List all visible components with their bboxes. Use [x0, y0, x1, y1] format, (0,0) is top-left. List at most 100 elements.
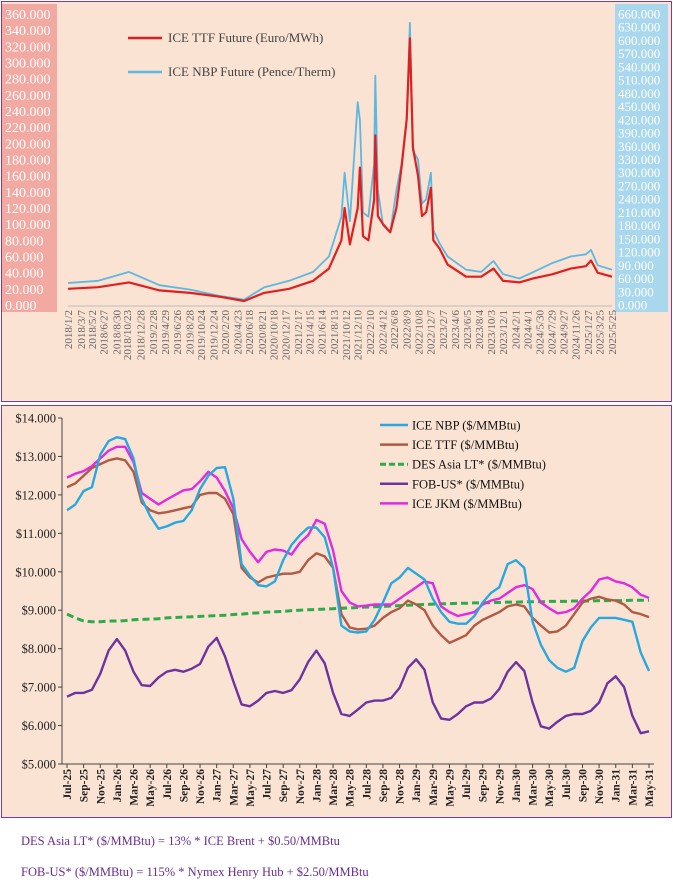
- right-axis-tick-label: 210.000: [618, 205, 660, 220]
- x-axis-tick-label: 2019/4/29: [160, 310, 172, 355]
- x-axis-tick-label: 2020/10/18: [269, 310, 281, 361]
- x-axis-tick-label: 2018/12/28: [136, 310, 148, 361]
- x-axis-tick-label: 2023/4/6: [450, 310, 462, 350]
- x-axis-tick-label: Sep-28: [378, 769, 390, 802]
- x-axis-tick-label: 2020/8/21: [257, 310, 269, 355]
- right-axis-tick-label: 600.000: [618, 33, 660, 48]
- x-axis-tick-label: May-26: [145, 769, 157, 807]
- x-axis-tick-label: Mar-28: [328, 769, 340, 806]
- x-axis-tick-label: 2022/4/12: [378, 310, 390, 355]
- x-axis-tick-label: Jan-31: [611, 769, 623, 802]
- x-axis-tick-label: Jan-26: [112, 769, 124, 802]
- x-axis-tick-label: Nov-25: [95, 769, 107, 804]
- x-axis-tick-label: 2022/12/7: [426, 310, 438, 355]
- x-axis-tick-label: 2018/6/27: [98, 310, 110, 355]
- x-axis-tick-label: Sep-25: [79, 769, 91, 802]
- x-axis-tick-label: Nov-27: [295, 769, 307, 804]
- x-axis-tick-label: Jul-28: [361, 769, 373, 800]
- left-axis-tick-label: 20.000: [5, 283, 44, 298]
- left-axis-tick-label: 200.000: [5, 137, 51, 152]
- x-axis-tick-label: Nov-26: [195, 769, 207, 804]
- x-axis-tick-label: Sep-26: [178, 769, 190, 802]
- right-axis-tick-label: 300.000: [618, 165, 660, 180]
- x-axis-tick-label: Mar-27: [228, 769, 240, 806]
- x-axis-tick-label: May-30: [544, 769, 556, 807]
- left-axis-tick-label: 160.000: [5, 170, 51, 185]
- fob-us-series-line: [66, 636, 650, 735]
- x-axis-tick-label: 2022/6/8: [389, 310, 401, 350]
- x-axis-tick-label: Sep-27: [278, 769, 290, 802]
- x-axis-tick-label: 2022/2/10: [365, 310, 377, 355]
- right-axis-tick-label: 660.000: [618, 7, 660, 22]
- y-axis-tick-label: $13.000: [15, 450, 56, 464]
- left-axis-tick-label: 320.000: [5, 40, 51, 55]
- left-axis-tick-label: 180.000: [5, 154, 51, 169]
- x-axis-tick-label: 2021/10/12: [341, 310, 353, 360]
- x-axis-tick-label: 2024/7/29: [547, 310, 559, 355]
- x-axis-tick-label: Jul-27: [262, 769, 274, 800]
- x-axis-tick-label: Mar-26: [129, 769, 141, 806]
- y-axis-tick-label: $10.000: [15, 565, 56, 579]
- y-axis-tick-label: $9.000: [22, 604, 56, 618]
- x-axis-tick-label: Jan-28: [311, 769, 323, 802]
- x-axis-tick-label: May-29: [444, 769, 456, 807]
- x-axis-tick-label: 2022/10/8: [414, 310, 426, 355]
- right-axis-tick-label: 360.000: [618, 139, 660, 154]
- right-axis-tick-label: 270.000: [618, 178, 660, 193]
- x-axis-tick-label: 2023/8/4: [474, 310, 486, 350]
- y-axis-tick-label: $5.000: [22, 758, 56, 772]
- forward-price-chart: $5.000 $6.000 $7.000 $8.000 $9.000 $10.000 $11…: [1, 405, 672, 818]
- x-axis-tick-label: 2021/4/15: [305, 310, 317, 355]
- right-axis-tick-label: 180.000: [618, 218, 660, 233]
- x-axis-tick-label: 2021/6/14: [317, 310, 329, 355]
- x-axis-tick-label: 2020/12/17: [281, 310, 293, 361]
- right-axis-tick-label: 480.000: [618, 86, 660, 101]
- x-axis-tick-label: 2024/5/30: [534, 310, 546, 355]
- x-axis-tick-label: 2020/6/18: [244, 310, 256, 355]
- ttf-series-line: [66, 457, 650, 645]
- x-axis-tick-label: Nov-28: [395, 769, 407, 804]
- x-axis-tick-label: 2023/12/1: [498, 310, 510, 355]
- x-axis-tick-label: Nov-30: [594, 769, 606, 804]
- x-axis-tick-label: 2021/12/10: [353, 310, 365, 361]
- left-axis-tick-label: 100.000: [5, 218, 51, 233]
- x-axis-tick-label: 2020/2/20: [220, 310, 232, 355]
- left-axis-tick-label: 240.000: [5, 105, 51, 120]
- left-axis-tick-label: 300.000: [5, 57, 51, 72]
- right-axis-tick-label: 420.000: [618, 112, 660, 127]
- legend-des-asia-label: DES Asia LT* ($/MMBtu): [412, 458, 546, 472]
- jkm-series-line: [66, 445, 650, 618]
- futures-chart-svg: 0.00020.00040.00060.00080.000100.000120.…: [2, 4, 668, 361]
- y-axis-tick-label: $12.000: [15, 488, 56, 502]
- left-axis-tick-label: 280.000: [5, 73, 51, 88]
- x-axis-tick-label: 2019/2/28: [148, 310, 160, 355]
- x-axis-tick-label: Jul-25: [62, 769, 74, 800]
- x-axis-tick-label: 2019/6/26: [172, 310, 184, 355]
- left-axis-tick-label: 260.000: [5, 89, 51, 104]
- right-axis-tick-label: 60.000: [618, 271, 654, 286]
- des-asia-series-line: [66, 598, 649, 624]
- legend-fob-us-label: FOB-US* ($/MMBtu): [412, 477, 524, 491]
- x-axis-tick-label: Jul-29: [461, 769, 473, 800]
- left-axis-tick-label: 80.000: [5, 234, 44, 249]
- right-axis-tick-label: 540.000: [618, 59, 660, 74]
- right-axis-tick-label: 570.000: [618, 46, 660, 61]
- x-axis-tick-label: 2022/8/9: [401, 310, 413, 350]
- x-axis-tick-label: 2021/2/17: [293, 310, 305, 355]
- x-axis-tick-label: 2021/8/13: [329, 310, 341, 355]
- left-axis-tick-label: 0.000: [5, 299, 37, 314]
- x-axis-tick-label: 2024/11/26: [571, 310, 583, 360]
- left-axis-tick-label: 340.000: [5, 24, 51, 39]
- nbp-series-line: [66, 436, 651, 673]
- left-axis-tick-label: 120.000: [5, 202, 51, 217]
- y-axis-tick-label: $6.000: [22, 719, 56, 733]
- right-axis-tick-label: 150.000: [618, 231, 660, 246]
- right-axis-tick-label: 630.000: [618, 20, 660, 35]
- x-axis-tick-label: Mar-29: [428, 769, 440, 806]
- x-axis-tick-label: 2025/3/25: [595, 310, 607, 355]
- x-axis-tick-label: 2018/1/2: [63, 310, 75, 349]
- x-axis-tick-label: 2020/4/23: [233, 310, 245, 355]
- right-axis-tick-label: 330.000: [618, 152, 660, 167]
- x-axis-tick-label: 2025/1/27: [583, 310, 595, 355]
- x-axis-tick-label: Jan-27: [212, 769, 224, 802]
